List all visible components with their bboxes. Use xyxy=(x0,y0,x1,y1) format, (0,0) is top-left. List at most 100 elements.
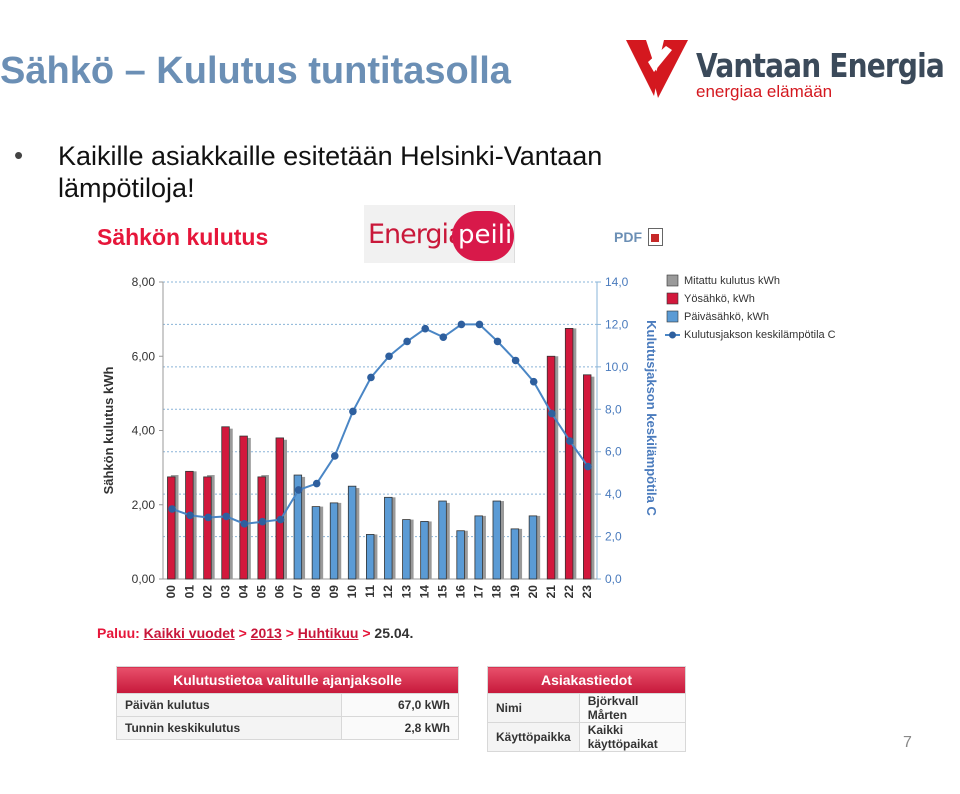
temperature-point xyxy=(403,337,411,346)
y2-tick-label: 14,0 xyxy=(605,275,629,289)
legend-swatch xyxy=(666,274,679,287)
bar-day xyxy=(420,521,429,580)
temperature-point xyxy=(204,513,213,522)
breadcrumb-separator: > xyxy=(362,625,371,641)
breadcrumb-link-all-years[interactable]: Kaikki vuodet xyxy=(143,625,235,641)
x-tick-label: 22 xyxy=(562,585,576,599)
temperature-point xyxy=(457,320,466,329)
y2-tick-label: 12,0 xyxy=(605,317,629,331)
temperature-point xyxy=(439,333,448,341)
bar-day xyxy=(293,474,303,580)
bar-night xyxy=(583,374,592,580)
period-row-label: Tunnin keskikulutus xyxy=(116,716,342,740)
temperature-point xyxy=(584,462,592,471)
temperature-point xyxy=(493,337,502,346)
bar-night xyxy=(257,476,266,580)
temperature-point xyxy=(529,377,538,386)
bar-day xyxy=(528,515,538,580)
temperature-point xyxy=(367,373,375,382)
energiapeili-logo-circle: peili xyxy=(452,211,514,261)
table-row: Nimi Björkvall Mårten xyxy=(487,693,687,723)
x-tick-label: 15 xyxy=(435,585,449,599)
company-logo: Vantaan Energia energiaa elämään xyxy=(624,36,945,106)
x-tick-label: 05 xyxy=(255,585,269,599)
customer-row-value: Björkvall Mårten xyxy=(578,693,687,723)
temperature-point xyxy=(475,320,484,329)
breadcrumb-link-year[interactable]: 2013 xyxy=(250,625,282,641)
x-tick-label: 10 xyxy=(345,585,359,599)
temperature-point xyxy=(421,324,430,333)
x-tick-label: 03 xyxy=(218,585,232,599)
table-row: Tunnin keskikulutus 2,8 kWh xyxy=(116,716,460,740)
breadcrumb-separator: > xyxy=(238,625,247,641)
table-row: Käyttöpaikka Kaikki käyttöpaikat xyxy=(487,722,687,752)
period-row-value: 2,8 kWh xyxy=(340,716,460,740)
bar-night xyxy=(185,470,194,580)
bullet-text: Kaikille asiakkaille esitetään Helsinki-… xyxy=(58,141,603,203)
temperature-point xyxy=(547,409,556,418)
x-tick-label: 14 xyxy=(417,585,431,599)
y2-tick-label: 2,0 xyxy=(605,530,622,544)
breadcrumb-current: 25.04. xyxy=(374,625,414,641)
y2-tick-label: 8,0 xyxy=(605,402,622,416)
x-tick-label: 02 xyxy=(200,585,214,599)
x-tick-label: 12 xyxy=(381,585,395,599)
period-info-table: Kulutustietoa valitulle ajanjaksolle Päi… xyxy=(116,666,460,740)
pdf-icon[interactable] xyxy=(648,228,663,246)
temperature-point xyxy=(349,407,357,416)
y-axis-label: Sähkön kulutus kWh xyxy=(101,367,116,495)
temperature-point xyxy=(222,512,231,521)
y-tick-label: 0,00 xyxy=(132,572,156,586)
bar-day xyxy=(474,515,483,580)
y2-tick-label: 4,0 xyxy=(605,487,622,501)
y2-tick-label: 6,0 xyxy=(605,445,622,459)
bar-day xyxy=(492,500,501,580)
x-tick-label: 01 xyxy=(182,585,196,599)
bar-day xyxy=(510,528,520,580)
y2-tick-label: 10,0 xyxy=(605,360,629,374)
temperature-point xyxy=(258,517,267,526)
energiapeili-logo-circle-text: peili xyxy=(458,220,513,250)
temperature-point xyxy=(186,511,194,520)
customer-info-table: Asiakastiedot Nimi Björkvall Mårten Käyt… xyxy=(487,666,687,752)
logo-tagline: energiaa elämään xyxy=(696,82,833,101)
bar-day xyxy=(456,530,465,580)
y-tick-label: 2,00 xyxy=(132,498,156,512)
breadcrumb-link-month[interactable]: Huhtikuu xyxy=(297,625,359,641)
slide-title: Sähkö – Kulutus tuntitasolla xyxy=(0,50,511,92)
bar-night xyxy=(203,476,212,580)
bar-day xyxy=(347,485,357,580)
legend-swatch xyxy=(666,292,679,305)
customer-row-label: Käyttöpaikka xyxy=(487,722,580,752)
pdf-link[interactable]: PDF xyxy=(614,229,642,245)
temperature-point xyxy=(294,486,303,494)
customer-info-header: Asiakastiedot xyxy=(487,666,686,694)
legend-label: Päiväsähkö, kWh xyxy=(684,311,769,323)
x-tick-label: 13 xyxy=(399,585,413,599)
temperature-point xyxy=(385,352,393,361)
y-tick-label: 8,00 xyxy=(132,275,156,289)
period-row-label: Päivän kulutus xyxy=(116,693,342,717)
bar-night xyxy=(275,437,284,580)
legend-label: Kulutusjakson keskilämpötila C xyxy=(684,329,836,341)
bullet-icon: • xyxy=(14,140,24,170)
bar-night xyxy=(239,435,248,580)
bar-night xyxy=(564,328,574,580)
x-tick-label: 11 xyxy=(363,585,377,598)
bar-day xyxy=(402,519,411,580)
x-tick-label: 04 xyxy=(237,585,251,599)
logo-name: Vantaan Energia xyxy=(696,46,945,85)
energiapeili-logo: Energia peili xyxy=(364,205,515,263)
customer-row-label: Nimi xyxy=(487,693,580,723)
legend-label: Mitattu kulutus kWh xyxy=(684,275,780,287)
bar-day xyxy=(366,534,375,580)
x-tick-label: 19 xyxy=(508,585,522,599)
bar-day xyxy=(438,500,447,580)
bar-night xyxy=(221,426,230,580)
temperature-point xyxy=(168,505,176,513)
x-tick-label: 17 xyxy=(472,585,486,599)
x-tick-label: 20 xyxy=(526,585,540,599)
consumption-chart: 0,00 2,00 4,00 6,00 8,00 0,0 2,0 4,0 6,0 8,0 10,0 1… xyxy=(101,274,836,599)
x-tick-label: 08 xyxy=(309,585,323,599)
bar-day xyxy=(329,502,339,580)
